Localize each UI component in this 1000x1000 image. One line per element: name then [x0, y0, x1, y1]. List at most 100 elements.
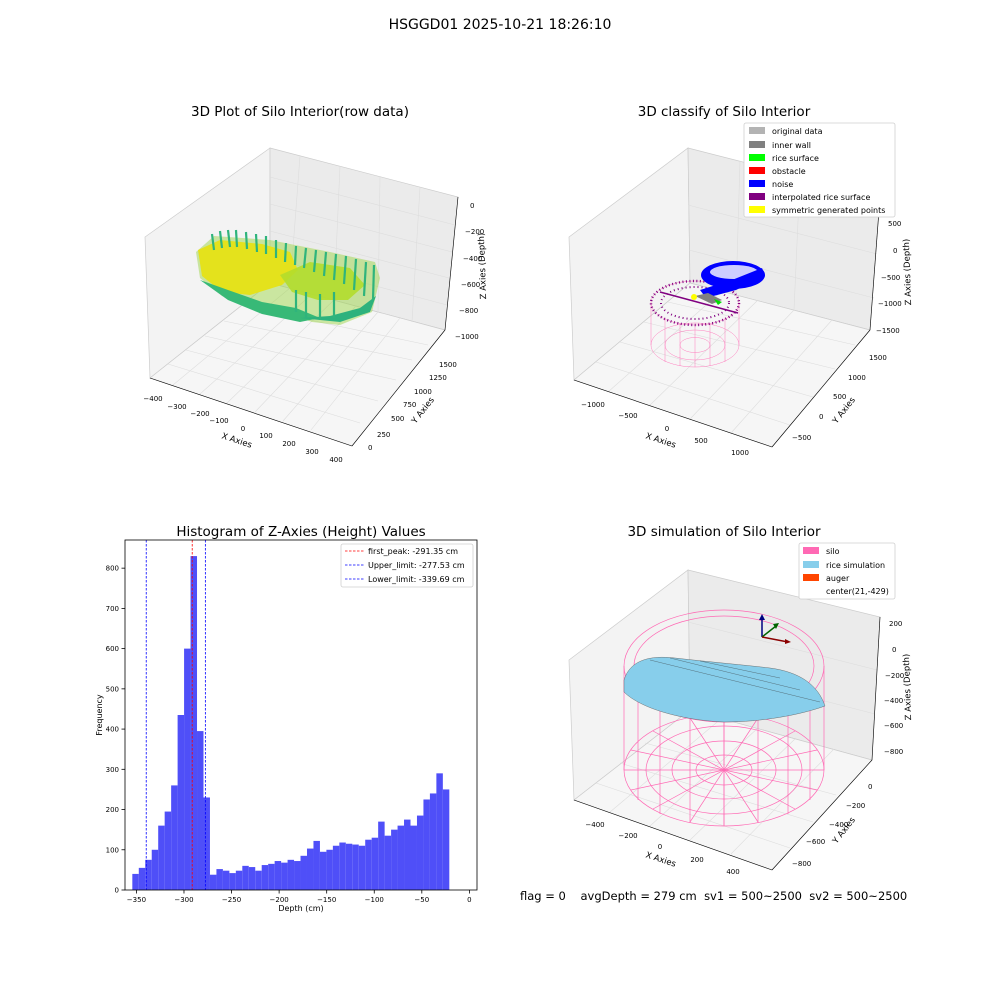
z-tick: −400: [884, 697, 903, 705]
status-line: flag = 0 avgDepth = 279 cm sv1 = 500~250…: [520, 889, 907, 903]
histogram-bar: [164, 811, 172, 890]
legend-swatch-obstacle: [749, 167, 765, 174]
y-tick: 0: [368, 444, 372, 452]
histogram-xlabel: Depth (cm): [278, 904, 323, 913]
rice-surface: [623, 657, 826, 723]
x-tick: 0: [658, 843, 662, 851]
z-tick: 0: [892, 646, 896, 654]
z-tick: −800: [884, 748, 903, 756]
histogram-bar: [287, 859, 295, 890]
legend-swatch-symmetric: [749, 206, 765, 213]
y-tick: 0: [868, 783, 872, 791]
legend-label: first_peak: -291.35 cm: [368, 547, 458, 556]
histogram-bar: [391, 829, 398, 890]
histogram-bar: [423, 799, 430, 890]
y-tick-label: 600: [106, 645, 119, 653]
panel1-chart: −400 −300 −200 −100 0 100 200 300 400 X …: [143, 147, 489, 464]
silo-wireframe: [623, 609, 825, 827]
histogram-bar: [255, 870, 262, 890]
histogram-bar: [410, 825, 417, 890]
x-tick: −200: [618, 832, 637, 840]
legend-swatch-noise: [749, 180, 765, 187]
panel2-z-ticks: 500 0 −500 −1000 −1500: [876, 220, 902, 335]
y-tick-label: 300: [106, 766, 119, 774]
z-tick: −500: [881, 274, 900, 282]
y-tick: 250: [377, 431, 390, 439]
x-tick: −400: [585, 821, 604, 829]
y-tick-label: 400: [106, 726, 119, 734]
auger-glyph: [759, 614, 791, 644]
panel4-x-ticks: −400 −200 0 200 400: [585, 821, 739, 876]
x-tick: 0: [665, 425, 669, 433]
histogram-bar: [378, 821, 385, 890]
x-tick: 500: [694, 437, 707, 445]
histogram-ylabel: Frequency: [95, 694, 104, 736]
panel1-xlabel: X Axies: [220, 431, 253, 450]
histogram-bars: [132, 556, 450, 890]
legend-label: silo: [826, 547, 840, 556]
z-tick: −400: [463, 255, 482, 263]
legend-label: auger: [826, 574, 850, 583]
x-tick: −300: [167, 403, 186, 411]
y-tick: 1500: [869, 354, 887, 362]
y-tick: 750: [403, 401, 416, 409]
x-tick: 1000: [731, 449, 749, 457]
histogram-bar: [222, 870, 230, 890]
histogram-bar: [190, 556, 198, 890]
legend-swatch-inner-wall: [749, 141, 765, 148]
z-tick: −600: [884, 722, 903, 730]
legend-label: interpolated rice surface: [772, 193, 870, 202]
y-tick: −400: [829, 821, 848, 829]
panel4-xlabel: X Axies: [644, 850, 677, 869]
panel1-scan-lines: [210, 229, 376, 320]
z-tick: −200: [885, 672, 904, 680]
x-tick: 400: [329, 456, 342, 464]
y-tick: 500: [833, 393, 846, 401]
histogram-bar: [138, 867, 146, 890]
sv2-text: sv2 = 500~2500: [809, 889, 908, 903]
panel2-xlabel: X Axies: [644, 431, 677, 450]
histogram-bar: [177, 715, 185, 890]
panel4-ylabel: Y Axies: [830, 815, 858, 847]
histogram-bar: [319, 851, 327, 890]
legend-swatch-silo: [803, 547, 819, 554]
x-tick: 200: [282, 440, 295, 448]
y-tick: 1000: [848, 374, 866, 382]
panel1-ylabel: Y Axies: [409, 395, 437, 427]
histogram-bar: [132, 873, 139, 890]
x-tick: −100: [209, 417, 228, 425]
histogram-bar: [442, 789, 450, 890]
panel4-zlabel: Z Axies (Depth): [902, 654, 914, 721]
histogram-bar: [145, 859, 152, 890]
panel2-y-ticks: −500 0 500 1000 1500: [792, 354, 887, 442]
z-tick: 500: [888, 220, 901, 228]
legend-label: center(21,-429): [826, 587, 889, 596]
legend-swatch-rice: [803, 561, 819, 568]
histogram-bar: [326, 849, 333, 890]
histogram-bar: [248, 867, 256, 890]
panel2-x-ticks: −1000 −500 0 500 1000: [581, 401, 749, 457]
y-tick: 1000: [414, 388, 432, 396]
x-tick-label: −150: [317, 896, 336, 904]
x-tick: 200: [690, 856, 703, 864]
legend-label: rice surface: [772, 154, 819, 163]
panel2-title: 3D classify of Silo Interior: [637, 104, 811, 120]
histogram-bar: [404, 819, 411, 890]
panel4-y-ticks: 0 −200 −400 −600 −800: [792, 783, 872, 868]
histogram-bar: [274, 861, 282, 890]
z-tick: 0: [470, 202, 474, 210]
histogram-y-ticks: 0 100 200 300 400 500 600 700 800: [106, 565, 125, 895]
panel4-chart: −400 −200 0 200 400 X Axies 0 −200 −400 …: [568, 542, 914, 876]
histogram-bar: [216, 869, 223, 890]
x-tick-label: −300: [174, 896, 193, 904]
histogram-bar: [384, 835, 392, 890]
histogram-x-ticks: −350 −300 −250 −200 −150 −100 −50 0: [127, 890, 472, 904]
panel4-title: 3D simulation of Silo Interior: [627, 524, 821, 540]
legend-label: Upper_limit: -277.53 cm: [368, 561, 465, 570]
legend-label: noise: [772, 180, 793, 189]
z-tick: −1500: [876, 327, 900, 335]
histogram-bar: [197, 731, 204, 890]
histogram-bar: [261, 865, 269, 890]
y-tick-label: 800: [106, 565, 119, 573]
y-tick: 1250: [429, 374, 447, 382]
